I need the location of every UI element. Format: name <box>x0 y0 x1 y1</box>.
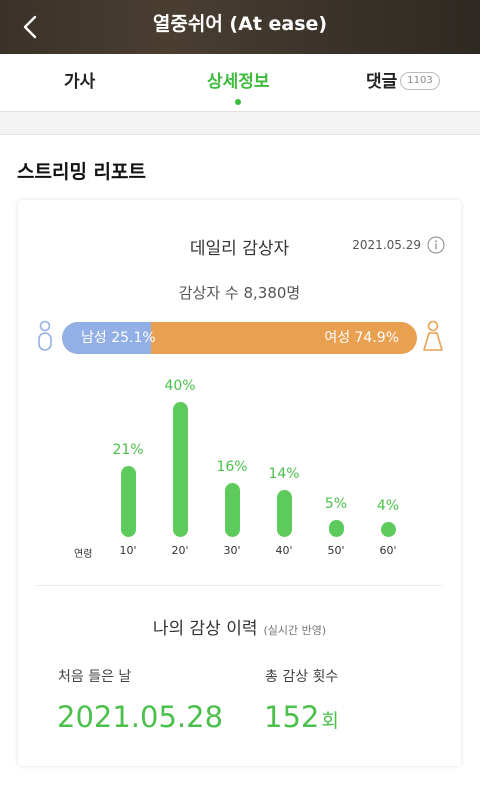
total-plays-unit: 회 <box>321 710 339 732</box>
age-bar-5 <box>380 522 396 537</box>
age-bar-value-label: 40% <box>164 378 196 394</box>
tab-bar: 가사 상세정보 댓글 1103 <box>0 54 480 112</box>
age-bar-0 <box>120 466 136 537</box>
age-distribution-chart: 21% 10' 40% 20' 16% 30' 14% 40' 5% 50' 4% 60' <box>18 200 461 580</box>
history-title-row: 나의 감상 이력 (실시간 반영) <box>18 614 461 639</box>
age-axis-tick-label: 60' <box>379 544 397 557</box>
total-plays-value-row: 152 회 <box>264 700 339 734</box>
page-title: 열중쉬어 (At ease) <box>152 13 328 35</box>
comment-count-badge: 1103 <box>400 71 440 90</box>
first-listen-label: 처음 들은 날 <box>58 669 132 685</box>
section-title: 스트리밍 리포트 <box>17 161 146 183</box>
age-bar-value-label: 16% <box>216 459 248 475</box>
age-bar-2 <box>224 483 240 537</box>
gender-ratio-bar: 남성 25.1% 여성 74.9% <box>62 322 417 354</box>
age-bar-1 <box>172 402 188 537</box>
age-bar-value-label: 4% <box>376 498 400 514</box>
back-button[interactable] <box>12 9 48 45</box>
active-tab-indicator <box>235 99 242 105</box>
male-ratio-label: 남성 25.1% <box>81 330 156 346</box>
divider <box>36 585 443 586</box>
first-listen-date: 2021.05.28 <box>57 700 224 734</box>
report-date: 2021.05.29 <box>352 238 421 252</box>
age-axis-tick-label: 10' <box>119 544 137 557</box>
age-bar-value-label: 14% <box>268 466 300 482</box>
female-ratio-label: 여성 74.9% <box>324 330 399 346</box>
report-card: 데일리 감상자 2021.05.29 감상자 수 8,380명 남성 25.1%… <box>18 200 461 766</box>
tab-lyrics-label: 가사 <box>64 72 96 92</box>
age-axis-tick-label: 40' <box>275 544 293 557</box>
total-plays-label: 총 감상 횟수 <box>265 669 339 685</box>
age-axis-tick-label: 30' <box>223 544 241 557</box>
streaming-report-section: 스트리밍 리포트 데일리 감상자 2021.05.29 감상자 수 8,380명… <box>0 135 480 794</box>
tab-lyrics[interactable]: 가사 <box>64 54 95 111</box>
tab-comments-label: 댓글 <box>366 72 398 92</box>
listener-count: 감상자 수 8,380명 <box>178 284 301 302</box>
history-title: 나의 감상 이력 <box>152 619 258 639</box>
male-ratio-fill <box>62 322 151 354</box>
info-icon[interactable] <box>427 236 445 254</box>
female-icon <box>423 320 443 351</box>
tab-details-label: 상세정보 <box>207 72 270 92</box>
chevron-left-icon <box>23 15 37 39</box>
age-axis-label: 연령 <box>74 549 93 560</box>
tab-details[interactable]: 상세정보 <box>207 54 270 111</box>
history-subtitle: (실시간 반영) <box>263 624 327 637</box>
age-bar-3 <box>276 490 292 537</box>
age-axis-tick-label: 50' <box>327 544 345 557</box>
age-bar-value-label: 5% <box>324 496 348 512</box>
age-bar-4 <box>328 520 344 537</box>
age-axis-tick-label: 20' <box>171 544 189 557</box>
male-icon <box>38 320 52 351</box>
section-spacer <box>0 112 480 135</box>
tab-comments[interactable]: 댓글 1103 <box>366 54 440 111</box>
header-bar: 열중쉬어 (At ease) <box>0 0 480 54</box>
age-bar-value-label: 21% <box>112 442 144 458</box>
total-plays-value: 152 <box>264 700 320 734</box>
daily-listeners-title: 데일리 감상자 <box>189 239 290 259</box>
